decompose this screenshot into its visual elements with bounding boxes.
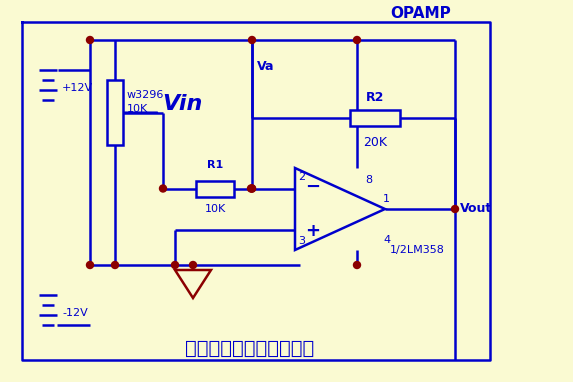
Text: Va: Va	[257, 60, 274, 73]
Circle shape	[112, 262, 119, 269]
Text: +: +	[305, 222, 320, 241]
Bar	[350, 110, 400, 126]
Text: 3: 3	[298, 236, 305, 246]
Text: 8: 8	[365, 175, 372, 185]
Text: R2: R2	[366, 91, 384, 104]
Text: w3296: w3296	[127, 90, 164, 100]
Circle shape	[249, 185, 256, 192]
Circle shape	[249, 37, 256, 44]
Text: R1: R1	[207, 160, 223, 170]
Text: 1/2LM358: 1/2LM358	[390, 245, 445, 255]
Text: 20K: 20K	[363, 136, 387, 149]
Circle shape	[159, 185, 167, 192]
Circle shape	[248, 185, 254, 192]
Text: 10K: 10K	[127, 104, 148, 114]
Bar	[196, 181, 234, 196]
Circle shape	[171, 262, 179, 269]
Circle shape	[249, 185, 256, 192]
Text: 运算放大器反相放大组态: 运算放大器反相放大组态	[186, 338, 315, 358]
Text: OPAMP: OPAMP	[390, 6, 451, 21]
Text: +12V: +12V	[62, 83, 93, 93]
Text: 4: 4	[383, 235, 390, 245]
Text: Vout: Vout	[460, 202, 492, 215]
Circle shape	[190, 262, 197, 269]
Bar	[107, 80, 123, 145]
Circle shape	[87, 262, 93, 269]
Text: -12V: -12V	[62, 308, 88, 318]
Text: Vin: Vin	[162, 94, 202, 115]
Circle shape	[354, 262, 360, 269]
Text: 10K: 10K	[205, 204, 226, 215]
Circle shape	[354, 37, 360, 44]
Circle shape	[87, 37, 93, 44]
Text: 1: 1	[383, 194, 390, 204]
Text: −: −	[305, 178, 320, 196]
Text: 2: 2	[298, 172, 305, 181]
Circle shape	[452, 206, 458, 212]
